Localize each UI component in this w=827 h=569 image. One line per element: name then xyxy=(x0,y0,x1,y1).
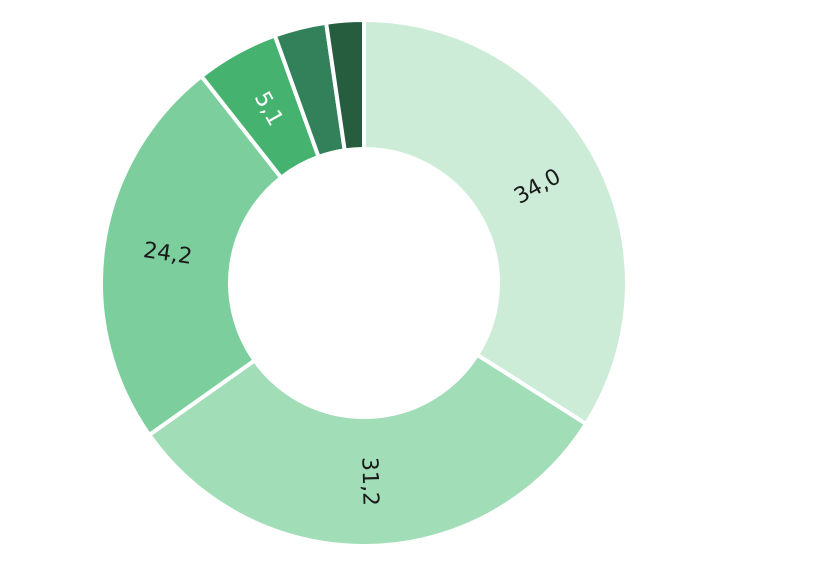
donut-slice xyxy=(99,73,285,438)
donut-slice xyxy=(323,17,366,153)
donut-slice xyxy=(146,352,589,548)
donut-slice xyxy=(362,17,629,427)
data-label: 31,2 xyxy=(356,457,382,507)
